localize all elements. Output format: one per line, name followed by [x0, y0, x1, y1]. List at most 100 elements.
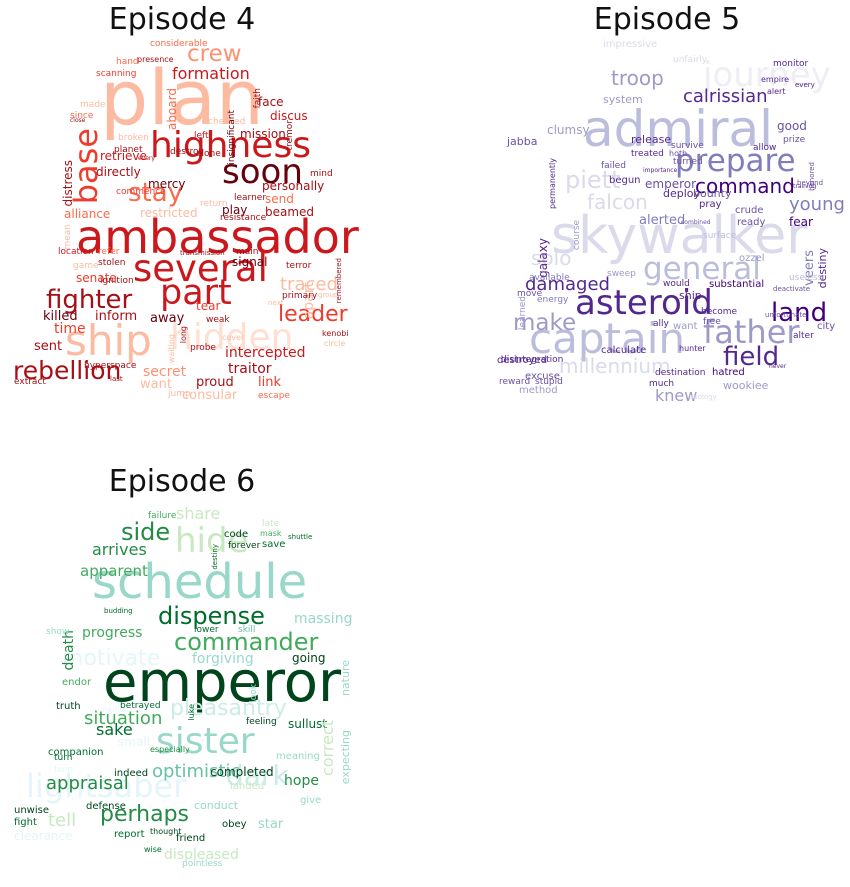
cloud-word: especially [150, 745, 190, 754]
cloud-word: send [265, 192, 294, 206]
cloud-word: course [572, 220, 582, 251]
cloud-word: hunter [679, 344, 706, 353]
cloud-word: show [46, 627, 70, 637]
cloud-word: name [102, 705, 125, 714]
cloud-word: probe [190, 343, 216, 353]
cloud-word: falcon [587, 190, 648, 214]
cloud-word: checked [208, 117, 246, 127]
cloud-word: treated [631, 149, 664, 159]
cloud-word: journey [703, 55, 831, 95]
cloud-word: mercy [148, 177, 186, 191]
cloud-word: displeased [164, 847, 239, 863]
cloud-word: make [513, 310, 577, 336]
cloud-word: release [631, 133, 672, 146]
word-cloud: emperor schedule sister hide side comman… [0, 440, 425, 887]
cloud-word: side [121, 518, 171, 546]
cloud-word: combined [681, 219, 711, 226]
cloud-word: every [795, 81, 815, 89]
cloud-word: traced [280, 274, 338, 295]
cloud-word: surface [703, 231, 737, 241]
cloud-word: optimistic [152, 761, 241, 782]
cloud-word: play [222, 203, 248, 217]
cloud-word: emperor [645, 177, 697, 191]
cloud-word: never [769, 363, 787, 370]
cloud-word: asteroid [575, 283, 713, 323]
cloud-word: emperor [103, 650, 342, 715]
cloud-word: training [793, 183, 817, 190]
cloud-word: inform [95, 309, 138, 324]
cloud-word: insignificant [227, 110, 237, 165]
cloud-word: monitor [773, 59, 809, 69]
cloud-word: massing [294, 611, 353, 627]
cloud-word: pleasantry [170, 696, 287, 721]
cloud-word: excuse [525, 371, 560, 382]
cloud-word: hyperspace [84, 361, 137, 371]
cloud-word: last [110, 375, 123, 383]
cloud-word: beyond [797, 179, 824, 187]
cloud-word: companion [48, 747, 104, 758]
cloud-word: allow [753, 143, 777, 153]
cloud-word: traitor [228, 361, 272, 377]
cloud-word: importance [643, 167, 678, 174]
cloud-word: conduct [194, 799, 239, 812]
cloud-word: kenobi [322, 329, 349, 338]
cloud-word: skill [238, 625, 256, 635]
cloud-word: galaxy [536, 238, 550, 278]
cloud-word: directly [96, 165, 141, 179]
cloud-word: every [138, 155, 155, 162]
cloud-word: ignition [100, 276, 134, 286]
cloud-word: waiting [167, 334, 176, 364]
cloud-word: formation [172, 64, 250, 83]
cloud-word: hand [116, 57, 139, 67]
cloud-word: empire [761, 75, 790, 84]
cloud-word: endor [62, 677, 92, 688]
cloud-word: tear [196, 299, 221, 313]
cloud-word: remembered [335, 258, 343, 304]
cloud-word: commander [174, 628, 319, 656]
cloud-word: face [258, 95, 284, 109]
cloud-word: deactivate [773, 285, 811, 293]
cloud-word: sent [34, 339, 63, 354]
cloud-word: clumsy [547, 123, 590, 137]
cloud-word: substantial [709, 279, 765, 290]
cloud-word: truth [56, 701, 81, 712]
cloud-word: beamed [265, 205, 315, 219]
cloud-word: game [73, 261, 99, 271]
cloud-word: lightsaber [26, 767, 187, 805]
cloud-word: motivate [62, 646, 161, 671]
cloud-word: indeed [114, 768, 149, 779]
cloud-word: code [224, 529, 249, 540]
cloud-word: killed [43, 309, 78, 324]
cloud-word: main [236, 247, 259, 257]
cloud-word: unwise [14, 805, 49, 816]
cloud-word: landed [230, 781, 265, 792]
cloud-word: system [603, 93, 643, 106]
cloud-word: extract [14, 377, 46, 387]
cloud-word: tell [48, 810, 77, 831]
cloud-word: would [663, 279, 690, 289]
cloud-word: group [318, 291, 339, 299]
cloud-word: calrissian [683, 86, 768, 107]
cloud-word: want [673, 321, 698, 332]
cloud-word: escape [258, 391, 290, 401]
cloud-word: several [133, 247, 268, 290]
cloud-word: damaged [525, 274, 610, 295]
cloud-word: sullust [288, 717, 328, 731]
cloud-word: hoth [669, 149, 688, 158]
cloud-word: transmission [180, 249, 225, 257]
cloud-word: mission [240, 127, 286, 141]
cloud-word: time [54, 321, 86, 337]
cloud-word: permanently [548, 158, 557, 209]
cloud-word: resistance [220, 213, 267, 223]
cloud-word: share [176, 504, 221, 523]
cloud-word: unfortunate [765, 311, 807, 319]
cloud-word: field [723, 342, 780, 372]
cloud-word: terror [286, 261, 312, 271]
cloud-word: deploy [663, 187, 701, 200]
cloud-word: knew [655, 386, 698, 405]
cloud-word: ozzel [739, 253, 765, 264]
cloud-word: energy [537, 295, 569, 305]
cloud-word: mind [310, 169, 333, 179]
cloud-word: fight [14, 817, 37, 828]
cloud-word: scanning [96, 69, 137, 79]
